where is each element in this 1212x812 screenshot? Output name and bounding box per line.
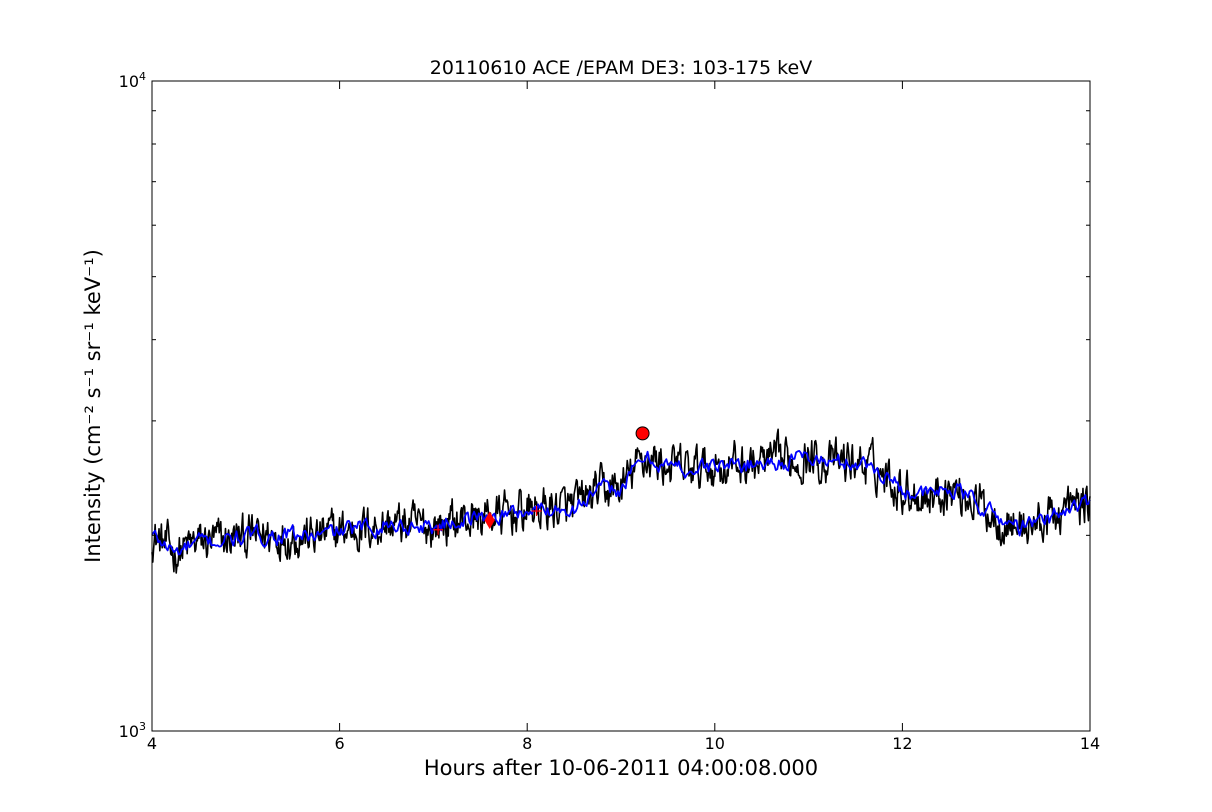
marker-plus [531, 506, 542, 517]
x-tick-label: 4 [147, 734, 157, 753]
marker-diamond [484, 511, 495, 530]
axes-frame [151, 80, 1091, 732]
y-tick-label: 104 [119, 70, 146, 91]
chart-title: 20110610 ACE /EPAM DE3: 103-175 keV [430, 57, 812, 79]
x-tick-label: 12 [892, 734, 912, 753]
plot-area [151, 426, 1091, 574]
series-line-smoothed [151, 449, 1091, 556]
y-tick-label: 103 [119, 720, 146, 741]
x-tick-label: 8 [522, 734, 532, 753]
series-line-raw [151, 428, 1091, 574]
axis-ticks: 4 6 8 10 12 14 103 104 [119, 70, 1101, 753]
x-axis-label: Hours after 10-06-2011 04:00:08.000 [424, 756, 818, 780]
marker-circle [635, 426, 650, 441]
x-tick-label: 6 [335, 734, 345, 753]
x-tick-label: 14 [1080, 734, 1100, 753]
x-tick-label: 10 [705, 734, 725, 753]
marker-plus [433, 524, 444, 535]
y-axis-label: Intensity (cm⁻² s⁻¹ sr⁻¹ keV⁻¹) [81, 249, 105, 563]
